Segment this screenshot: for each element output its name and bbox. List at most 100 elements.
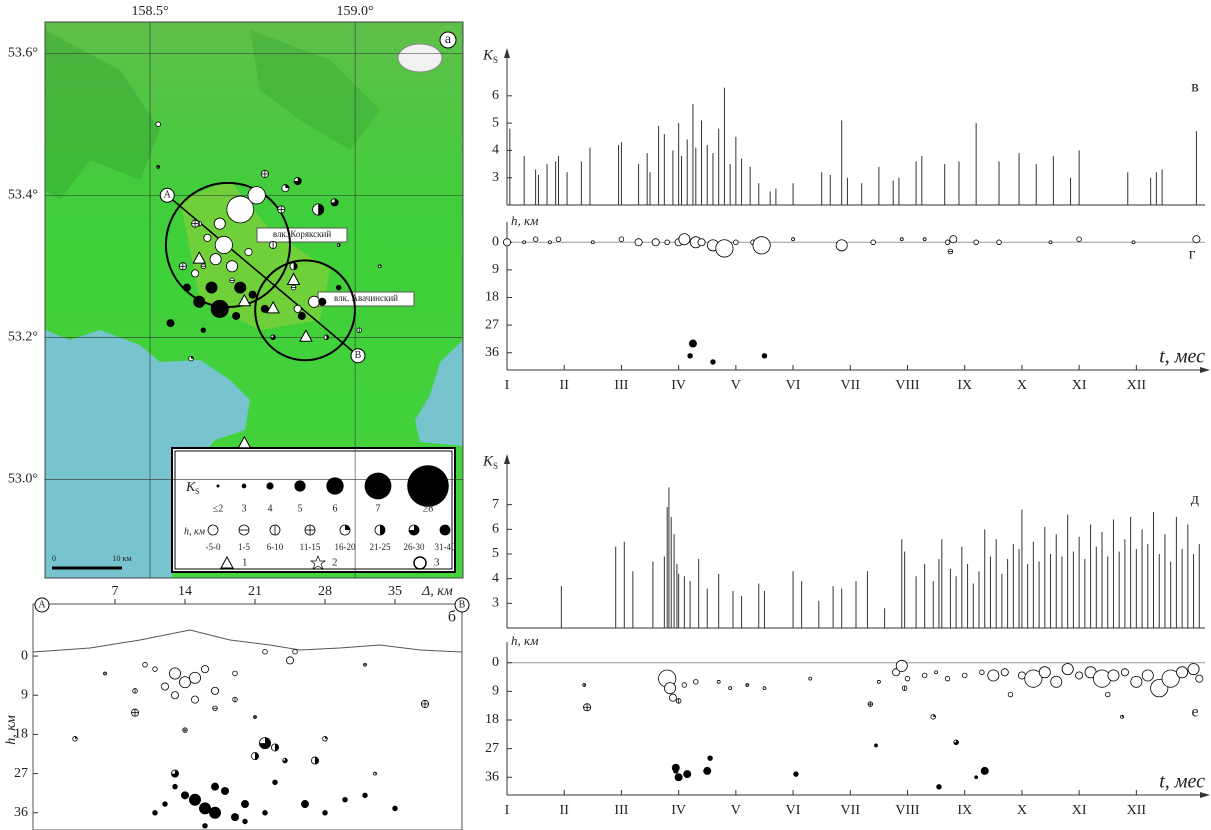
event — [179, 677, 190, 688]
event-circle — [206, 282, 217, 293]
event — [836, 240, 847, 251]
event-circle — [153, 810, 158, 815]
x-tick-label: 14 — [178, 584, 192, 599]
event — [153, 810, 158, 815]
x-tick-label: IX — [957, 378, 972, 393]
event — [393, 806, 398, 811]
event — [161, 683, 168, 690]
event-circle — [708, 756, 713, 761]
event-circle — [201, 328, 206, 333]
event-circle — [1039, 667, 1050, 678]
legend-label: 21-25 — [370, 542, 391, 552]
event — [673, 769, 678, 774]
legend-label: ≥8 — [423, 503, 434, 514]
legend-label: 2 — [332, 557, 338, 569]
event — [214, 218, 225, 229]
x-tick-label: IV — [671, 378, 686, 393]
y-tick-label: 4 — [492, 571, 499, 586]
event-circle — [809, 677, 812, 680]
event-circle — [215, 236, 232, 253]
event-circle — [163, 802, 168, 807]
event — [211, 687, 218, 694]
event — [1193, 236, 1200, 243]
event — [231, 814, 238, 821]
legend-size — [266, 482, 273, 489]
event-circle — [981, 767, 988, 774]
x-tick-label: 28 — [318, 584, 332, 599]
event-circle — [214, 218, 225, 229]
event — [871, 240, 876, 245]
event-circle — [189, 794, 200, 805]
event-circle — [905, 676, 910, 681]
legend-size — [217, 485, 220, 488]
event — [503, 239, 510, 246]
event-circle — [343, 797, 348, 802]
event-circle — [717, 680, 720, 683]
event — [209, 807, 220, 818]
y-tick-label: 53.0° — [8, 472, 38, 487]
legend-label: 6 — [333, 503, 338, 514]
event-circle — [792, 238, 795, 241]
y-tick-label: 9 — [21, 687, 28, 702]
y-tick-label: 4 — [492, 143, 499, 158]
event-circle — [669, 694, 676, 701]
event-circle — [233, 671, 238, 676]
legend-label: ≤2 — [213, 503, 224, 514]
y-tick-label: 7 — [492, 497, 499, 512]
event-circle — [664, 683, 675, 694]
y-axis-label: h, км — [4, 715, 19, 745]
event — [201, 666, 208, 673]
event — [298, 312, 305, 319]
x-axis-arrow — [1200, 792, 1210, 798]
event-circle — [503, 239, 510, 246]
legend-label: 11-15 — [300, 542, 321, 552]
event-fill — [325, 736, 327, 738]
y-tick-label: 27 — [14, 766, 28, 781]
event — [343, 797, 348, 802]
event — [922, 673, 927, 678]
event — [548, 241, 551, 244]
event — [194, 296, 205, 307]
event — [1121, 715, 1124, 718]
event — [900, 238, 903, 241]
x-tick-label: I — [505, 378, 510, 393]
event — [974, 240, 979, 245]
event-circle — [673, 769, 678, 774]
event-circle — [900, 238, 903, 241]
event — [331, 199, 338, 206]
event-circle — [734, 240, 739, 245]
event — [1142, 670, 1153, 681]
event-circle — [591, 241, 594, 244]
event — [203, 823, 208, 828]
event-circle — [763, 687, 766, 690]
event — [1177, 667, 1188, 678]
event — [868, 702, 873, 707]
x-tick-label: IV — [671, 803, 686, 818]
event — [206, 282, 217, 293]
event — [311, 757, 318, 764]
y-tick-label: 0 — [21, 648, 28, 663]
event-circle — [243, 819, 248, 824]
x-tick-label: 158.5° — [131, 4, 168, 19]
event — [273, 780, 278, 785]
legend-size — [407, 465, 449, 507]
event — [950, 236, 957, 243]
event-circle — [556, 237, 561, 242]
event — [233, 697, 238, 702]
event — [278, 206, 285, 213]
event — [210, 254, 221, 265]
event-circle — [263, 810, 268, 815]
event-circle — [1049, 241, 1052, 244]
event — [294, 177, 301, 184]
event — [73, 736, 78, 741]
legend-symbol — [375, 525, 385, 535]
event-circle — [167, 319, 174, 326]
event — [763, 687, 766, 690]
event — [249, 291, 256, 298]
event-circle — [199, 803, 210, 814]
event-circle — [962, 673, 967, 678]
event — [157, 165, 160, 168]
event — [935, 671, 938, 674]
event — [1062, 664, 1073, 675]
x-axis-label: t, мес — [1159, 771, 1205, 793]
